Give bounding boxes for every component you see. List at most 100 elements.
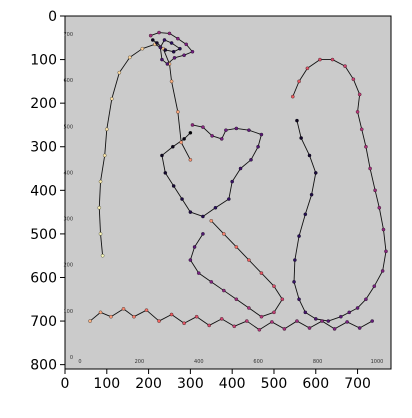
y-axis-tick-label: 700 xyxy=(30,314,57,330)
right-penguin-point xyxy=(351,77,356,81)
x-axis-tick-label: 300 xyxy=(177,376,204,392)
middle-penguin-point xyxy=(210,134,214,138)
left-penguin-back-point xyxy=(179,140,183,145)
inner-tick-layer: 0 200 400 600 800 1000 0 100 200 300 400 500 600 700 xyxy=(63,32,383,365)
left-penguin-back-point xyxy=(98,232,103,236)
right-penguin-point xyxy=(309,192,314,197)
right-penguin-point xyxy=(364,297,368,302)
middle-penguin-point xyxy=(201,214,205,219)
right-penguin-point xyxy=(364,144,368,149)
left-penguin-head-point xyxy=(172,56,177,60)
center-body-point xyxy=(196,271,201,275)
right-penguin-point xyxy=(347,310,351,315)
right-penguin-point xyxy=(291,94,295,99)
right-penguin-point xyxy=(292,280,296,284)
bottom-cluster-point xyxy=(232,324,237,329)
right-penguin-point xyxy=(295,118,299,123)
bottom-cluster-point xyxy=(98,310,103,315)
right-penguin-point xyxy=(355,110,360,114)
bottom-cluster-point xyxy=(345,320,349,324)
middle-penguin-point xyxy=(213,205,218,210)
bottom-cluster-point xyxy=(132,314,136,319)
bottom-cluster-point xyxy=(169,312,174,317)
left-penguin-head-point xyxy=(171,49,176,54)
bottom-cluster-point xyxy=(207,323,211,328)
inner-x-tick-label: 1000 xyxy=(371,359,384,365)
middle-penguin-point xyxy=(259,132,264,137)
right-penguin-point xyxy=(307,153,312,158)
middle-penguin-point xyxy=(230,179,234,184)
inner-x-tick-label: 200 xyxy=(135,359,145,365)
bottom-cluster-point xyxy=(144,308,149,312)
middle-penguin-point xyxy=(188,131,193,135)
left-penguin-head-point xyxy=(151,38,155,42)
right-penguin-point xyxy=(297,79,301,84)
left-penguin-back-point xyxy=(169,79,174,84)
right-penguin-point xyxy=(377,205,382,210)
inner-x-tick-label: 600 xyxy=(253,359,263,365)
right-penguin-point xyxy=(384,249,388,254)
outer-tick-layer: 0 100 200 300 400 500 600 700 0 100 200 300 400 500 60… xyxy=(30,9,371,392)
center-body-point xyxy=(259,314,264,319)
x-axis-tick-label: 500 xyxy=(261,376,288,392)
right-penguin-point xyxy=(303,310,308,315)
center-body-point xyxy=(247,258,251,262)
middle-penguin-point xyxy=(171,144,175,149)
center-body-point xyxy=(209,280,214,284)
center-body-point xyxy=(234,245,239,249)
right-penguin-point xyxy=(293,258,297,262)
middle-penguin-point xyxy=(256,144,260,149)
right-penguin-point xyxy=(339,314,343,319)
y-axis-tick-label: 800 xyxy=(30,358,57,374)
right-penguin-point xyxy=(359,127,364,132)
center-body-point xyxy=(209,219,214,223)
bottom-cluster-point xyxy=(109,314,113,319)
middle-penguin-point xyxy=(201,125,205,129)
inner-x-tick-label: 0 xyxy=(78,359,81,365)
right-penguin-point xyxy=(373,188,377,193)
left-penguin-back-point xyxy=(105,127,109,132)
bottom-cluster-point xyxy=(194,314,199,319)
center-body-point xyxy=(222,232,226,236)
middle-penguin-point xyxy=(247,128,251,132)
left-penguin-head-point xyxy=(165,62,170,66)
left-penguin-head-point xyxy=(160,57,164,62)
y-axis-tick-label: 400 xyxy=(30,183,57,199)
left-penguin-back-point xyxy=(128,55,132,60)
right-penguin-point xyxy=(326,319,331,323)
middle-penguin-point xyxy=(160,153,164,158)
bottom-cluster-point xyxy=(270,320,274,324)
bottom-cluster-point xyxy=(88,319,92,323)
inner-y-tick-label: 100 xyxy=(63,309,73,315)
left-penguin-head-point xyxy=(190,49,195,54)
middle-penguin-point xyxy=(224,128,228,132)
left-penguin-back-point xyxy=(176,110,180,114)
bottom-cluster-point xyxy=(121,307,126,311)
bottom-cluster-point xyxy=(320,319,324,323)
left-penguin-head-point xyxy=(182,53,186,57)
inner-x-tick-label: 400 xyxy=(194,359,204,365)
y-axis-tick-label: 0 xyxy=(48,9,57,25)
right-penguin-point xyxy=(357,92,362,97)
x-axis-tick-label: 200 xyxy=(135,376,162,392)
bottom-cluster-point xyxy=(332,327,337,331)
inner-x-tick-label: 800 xyxy=(313,359,323,365)
middle-penguin-point xyxy=(171,184,176,188)
left-penguin-head-point xyxy=(178,46,182,51)
x-axis-tick-label: 400 xyxy=(219,376,246,392)
center-body-point xyxy=(201,232,205,236)
bottom-cluster-point xyxy=(307,326,312,330)
x-axis-tick-label: 0 xyxy=(61,376,70,392)
middle-penguin-point xyxy=(180,197,184,201)
left-penguin-back-point xyxy=(98,179,103,184)
bottom-cluster-path xyxy=(89,308,373,331)
inner-y-tick-label: 0 xyxy=(70,355,73,361)
middle-penguin-point xyxy=(238,166,243,171)
x-axis-tick-label: 100 xyxy=(93,376,120,392)
center-body-point xyxy=(272,284,276,288)
bottom-cluster-point xyxy=(245,319,249,323)
y-axis-tick-label: 200 xyxy=(30,96,57,112)
middle-penguin-point xyxy=(219,137,224,141)
center-body-point xyxy=(272,310,276,315)
